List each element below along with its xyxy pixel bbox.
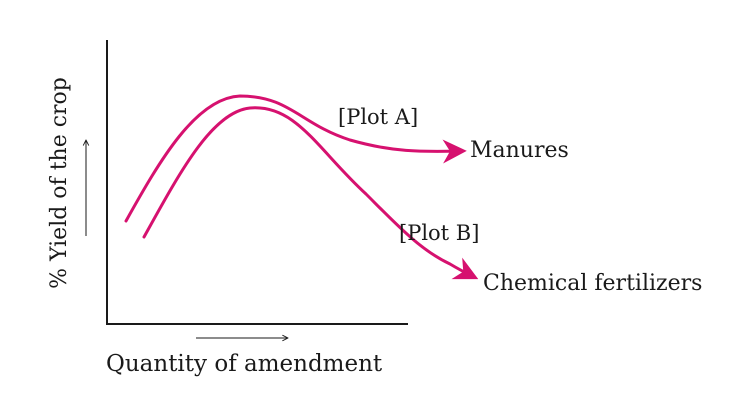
legend-label-chemical-fertilizers: Chemical fertilizers	[483, 271, 702, 296]
x-axis-label: Quantity of amendment	[106, 351, 383, 377]
plot-a-label: [Plot A]	[338, 105, 418, 129]
series-line-manures	[124, 94, 467, 223]
plot-b-label: [Plot B]	[399, 221, 479, 245]
legend-label-manures: Manures	[470, 138, 569, 163]
series-line-chemical-fertilizers	[142, 106, 479, 280]
y-axis-label: % Yield of the crop	[47, 77, 72, 289]
